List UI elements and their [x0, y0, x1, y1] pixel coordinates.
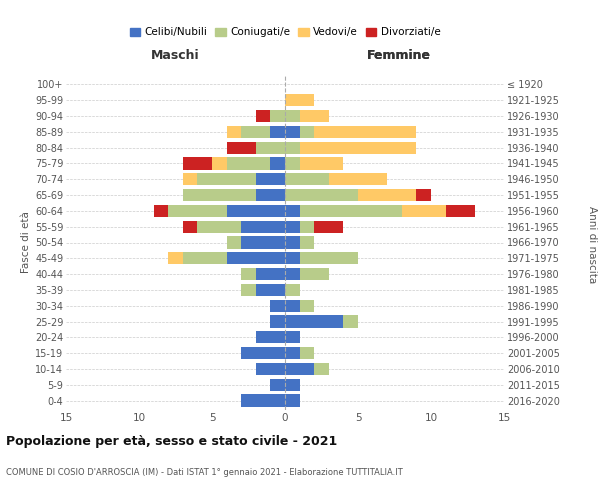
Bar — [271, 300, 285, 312]
Bar — [241, 284, 256, 296]
Bar — [416, 189, 431, 202]
Bar — [241, 220, 285, 233]
Bar — [285, 284, 299, 296]
Bar — [285, 394, 299, 406]
Bar — [241, 394, 285, 406]
Bar — [271, 126, 285, 138]
Bar — [299, 347, 314, 360]
Bar — [299, 142, 416, 154]
Bar — [446, 204, 475, 217]
Bar — [314, 126, 416, 138]
Bar — [285, 236, 299, 248]
Bar — [285, 189, 358, 202]
Bar — [285, 158, 299, 170]
Bar — [285, 363, 314, 375]
Bar — [183, 173, 197, 186]
Bar — [256, 331, 285, 344]
Text: Femmine: Femmine — [367, 50, 431, 62]
Bar — [241, 236, 285, 248]
Bar — [271, 110, 285, 122]
Bar — [299, 204, 402, 217]
Bar — [285, 110, 299, 122]
Bar — [314, 363, 329, 375]
Text: Popolazione per età, sesso e stato civile - 2021: Popolazione per età, sesso e stato civil… — [6, 435, 337, 448]
Bar — [256, 110, 271, 122]
Bar — [183, 158, 212, 170]
Bar — [285, 268, 299, 280]
Bar — [241, 268, 256, 280]
Bar — [299, 110, 329, 122]
Bar — [285, 316, 343, 328]
Bar — [241, 347, 285, 360]
Bar — [227, 236, 241, 248]
Bar — [271, 316, 285, 328]
Bar — [285, 331, 299, 344]
Bar — [285, 220, 299, 233]
Y-axis label: Fasce di età: Fasce di età — [20, 212, 31, 274]
Bar — [285, 252, 299, 264]
Bar — [402, 204, 446, 217]
Bar — [256, 363, 285, 375]
Bar — [197, 173, 256, 186]
Bar — [329, 173, 387, 186]
Bar — [285, 300, 299, 312]
Bar — [271, 158, 285, 170]
Bar — [285, 378, 299, 391]
Bar — [227, 158, 271, 170]
Bar — [227, 252, 285, 264]
Bar — [299, 220, 314, 233]
Bar — [256, 284, 285, 296]
Bar — [256, 142, 285, 154]
Bar — [314, 220, 343, 233]
Bar — [212, 158, 227, 170]
Bar — [299, 158, 343, 170]
Bar — [183, 220, 197, 233]
Bar — [154, 204, 168, 217]
Bar — [358, 189, 416, 202]
Text: Anni di nascita: Anni di nascita — [587, 206, 597, 284]
Bar — [227, 142, 256, 154]
Legend: Celibi/Nubili, Coniugati/e, Vedovi/e, Divorziati/e: Celibi/Nubili, Coniugati/e, Vedovi/e, Di… — [125, 24, 445, 42]
Bar — [343, 316, 358, 328]
Bar — [183, 189, 256, 202]
Bar — [285, 126, 299, 138]
Bar — [299, 252, 358, 264]
Bar — [183, 252, 227, 264]
Bar — [227, 126, 241, 138]
Bar — [256, 173, 285, 186]
Bar — [197, 220, 241, 233]
Bar — [285, 173, 329, 186]
Bar — [256, 189, 285, 202]
Bar — [299, 300, 314, 312]
Bar — [299, 236, 314, 248]
Bar — [285, 142, 299, 154]
Text: Femmine: Femmine — [367, 48, 431, 62]
Text: COMUNE DI COSIO D'ARROSCIA (IM) - Dati ISTAT 1° gennaio 2021 - Elaborazione TUTT: COMUNE DI COSIO D'ARROSCIA (IM) - Dati I… — [6, 468, 403, 477]
Bar — [299, 268, 329, 280]
Bar — [271, 378, 285, 391]
Bar — [285, 204, 299, 217]
Bar — [227, 204, 285, 217]
Bar — [168, 252, 183, 264]
Bar — [241, 126, 271, 138]
Bar — [256, 268, 285, 280]
Text: Maschi: Maschi — [151, 50, 200, 62]
Bar — [285, 94, 314, 106]
Bar — [285, 347, 299, 360]
Bar — [168, 204, 227, 217]
Bar — [299, 126, 314, 138]
